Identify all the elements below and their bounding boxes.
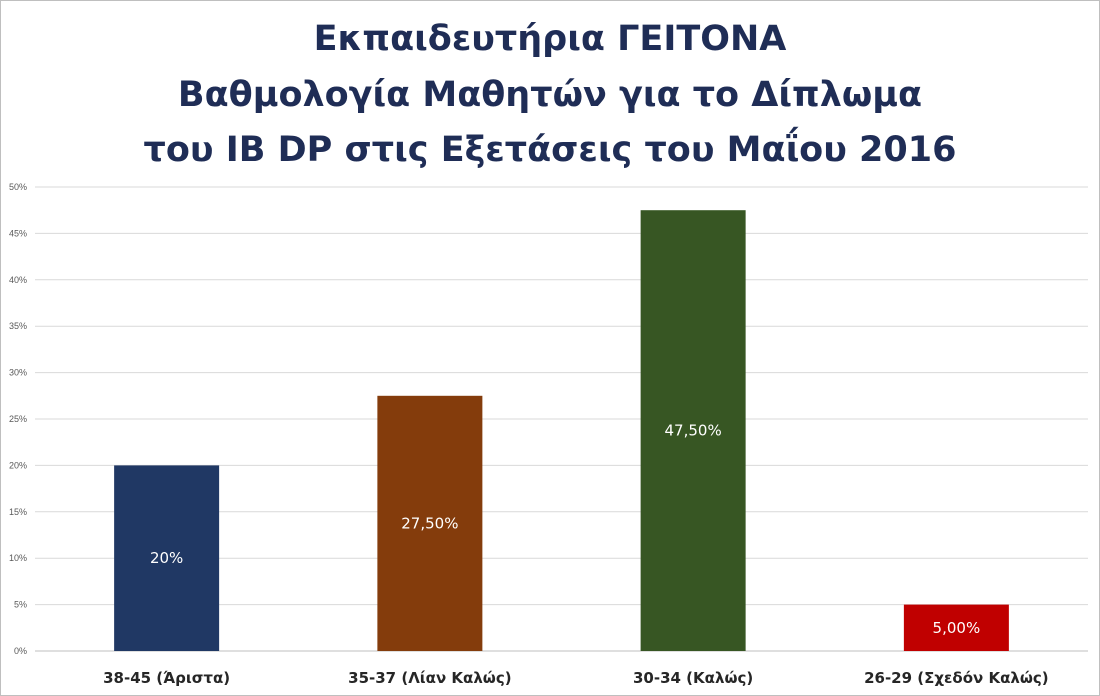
chart-title-line-1: Εκπαιδευτήρια ΓΕΙΤΟΝΑ [313,19,787,59]
data-label: 27,50% [401,514,458,532]
y-tick-label: 40% [9,275,27,285]
category-label: 30-34 (Καλώς) [633,669,753,687]
bar [377,395,483,651]
bar [114,465,220,651]
y-tick-label: 0% [14,646,27,656]
bar [903,604,1009,651]
y-tick-label: 10% [9,553,27,563]
chart-title-line-2: Βαθμολογία Μαθητών για το Δίπλωμα [177,75,923,115]
category-label: 26-29 (Σχεδόν Καλώς) [864,669,1049,687]
y-tick-label: 20% [9,460,27,470]
y-tick-label: 45% [9,228,27,238]
category-label: 38-45 (Άριστα) [103,669,230,687]
y-tick-label: 30% [9,368,27,378]
data-label: 47,50% [665,422,722,440]
y-tick-label: 35% [9,321,27,331]
y-tick-label: 15% [9,507,27,517]
y-tick-label: 50% [9,182,27,192]
y-tick-label: 25% [9,414,27,424]
bar [640,210,746,651]
chart-title-line-3: του IB DP στις Εξετάσεις του Μαΐου 2016 [143,130,957,170]
y-tick-label: 5% [14,600,27,610]
data-label: 20% [150,549,183,567]
data-label: 5,00% [933,619,981,637]
category-label: 35-37 (Λίαν Καλώς) [348,669,511,687]
